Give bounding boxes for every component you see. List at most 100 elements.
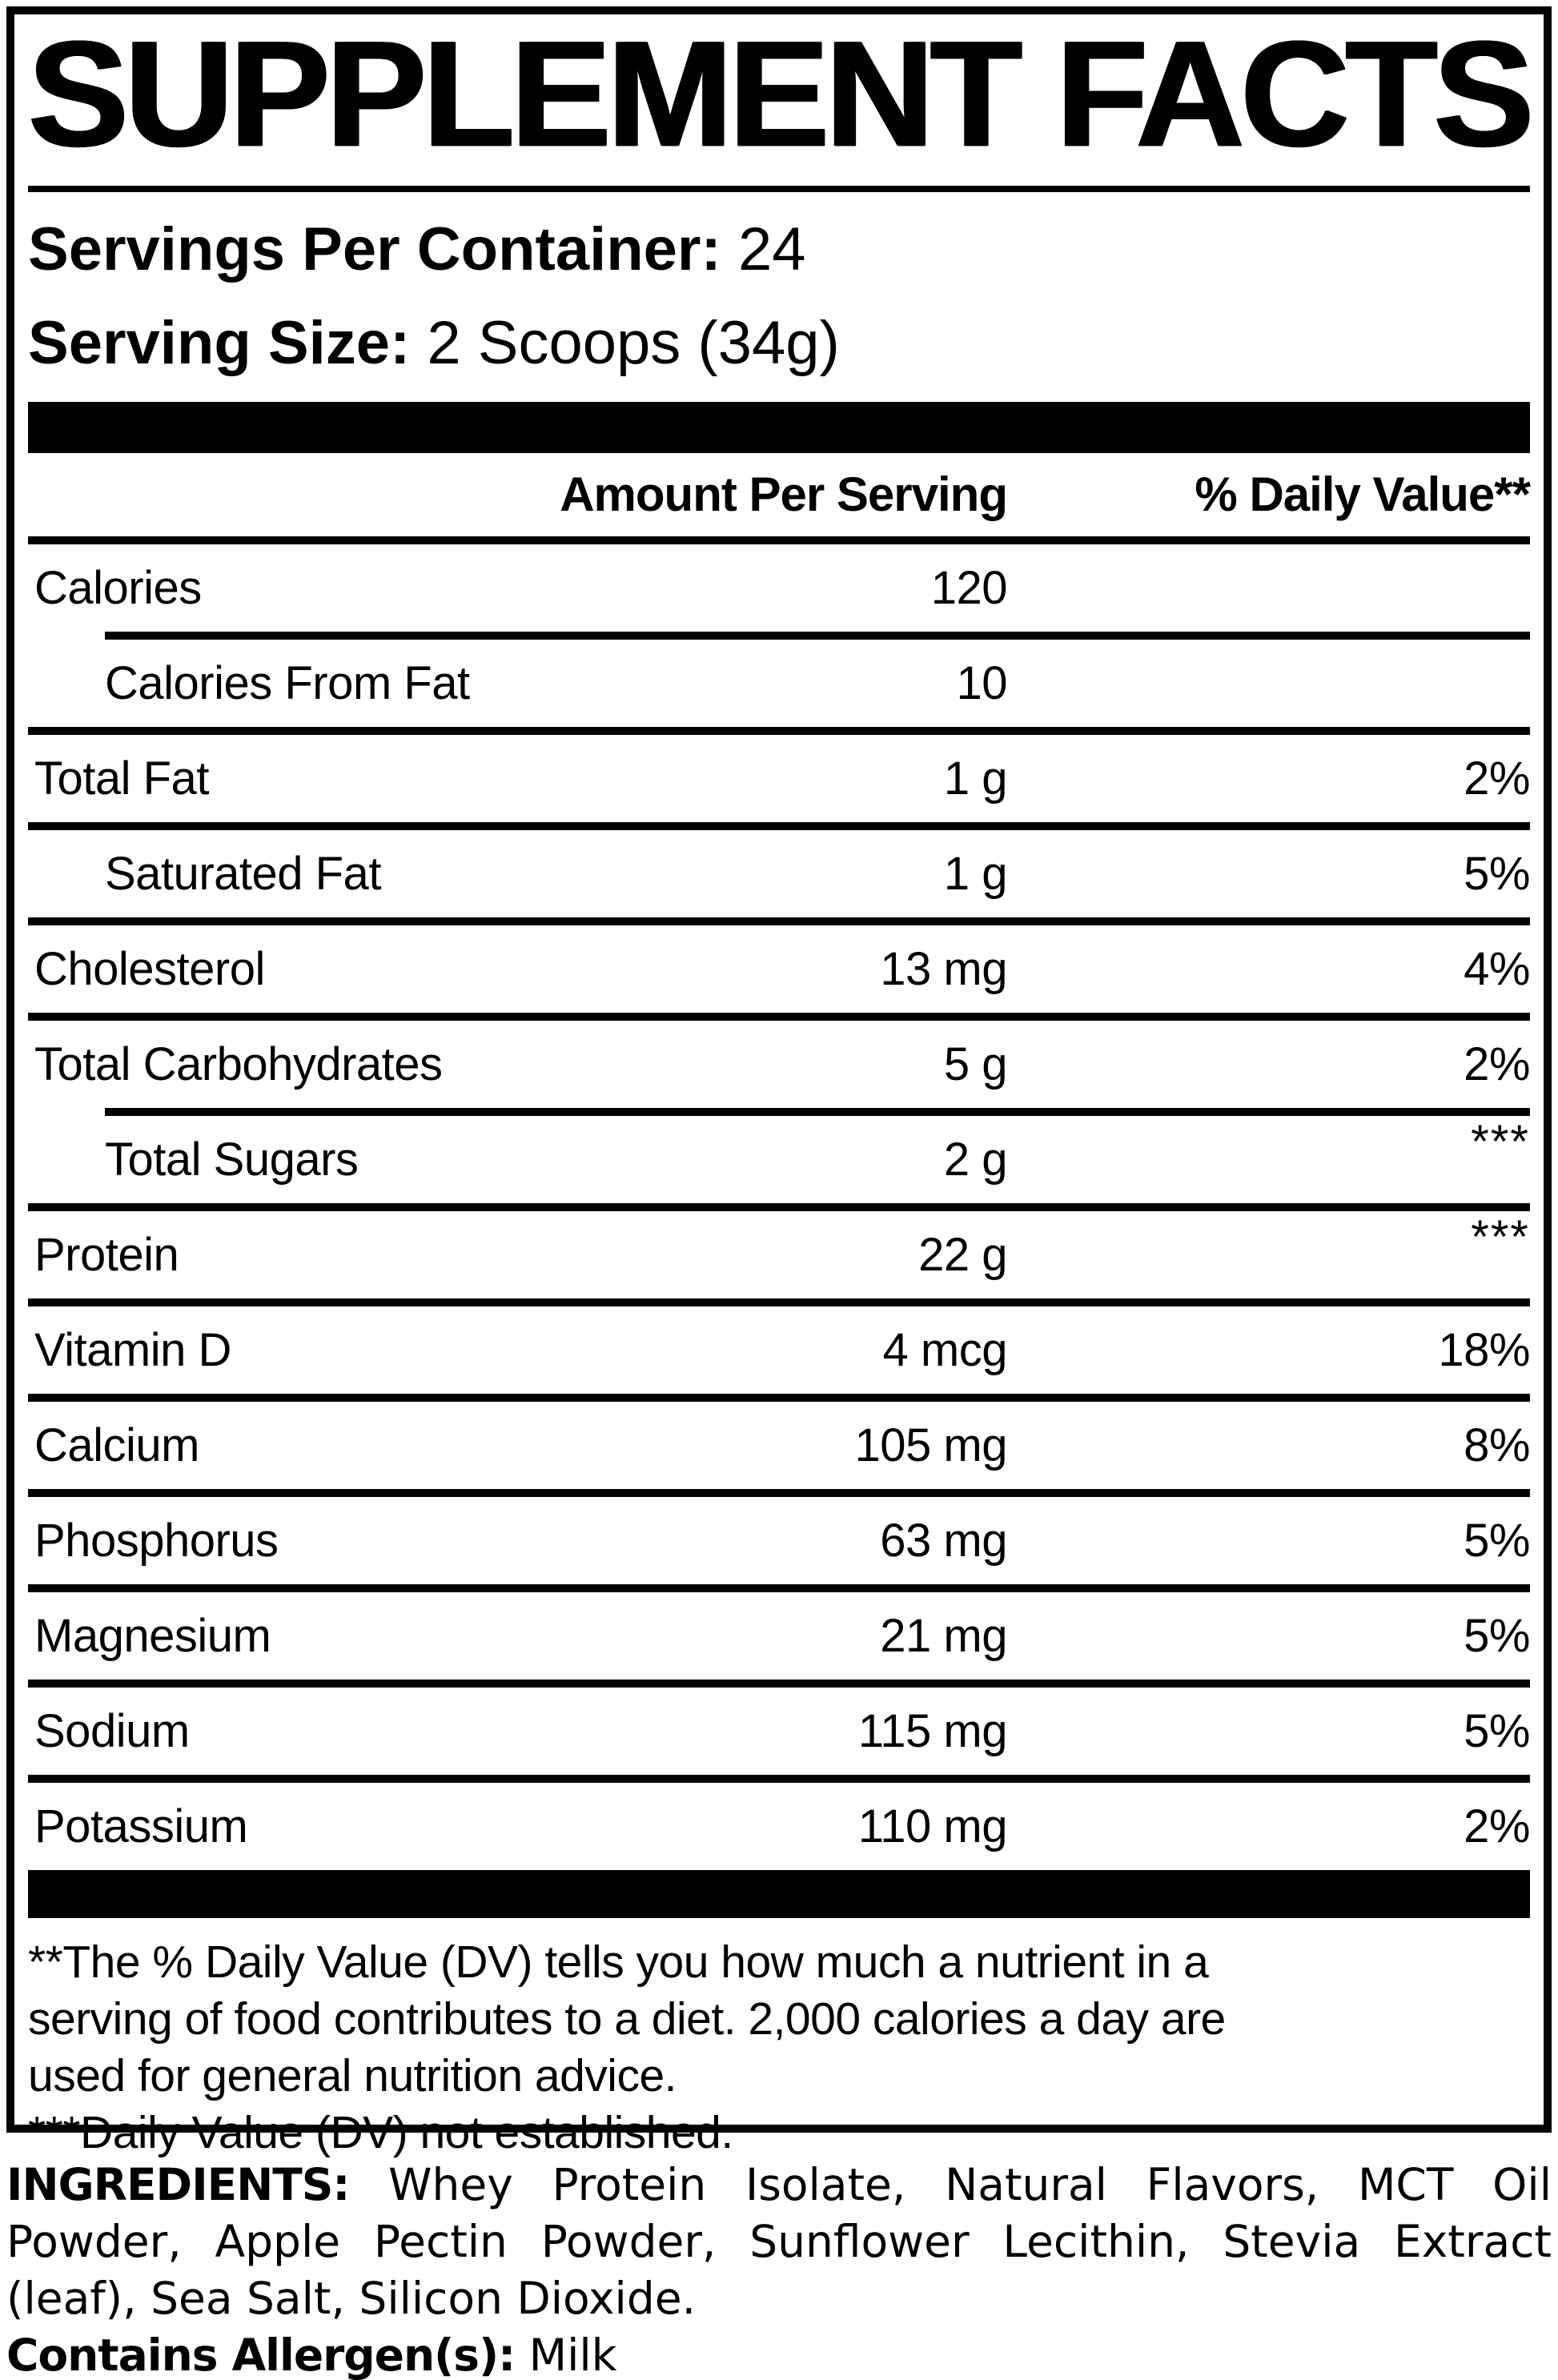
nutrient-daily-value: *** — [1007, 1116, 1530, 1186]
dv-percent: 2% — [1464, 1037, 1530, 1090]
dv-percent: 5% — [1464, 1704, 1530, 1757]
amount-per-serving-header: Amount Per Serving — [560, 468, 1008, 522]
nutrient-daily-value: 18% — [1007, 1323, 1530, 1377]
nutrient-name: Phosphorus — [34, 1514, 279, 1567]
nutrient-amount: 13 mg — [880, 942, 1007, 995]
nutrient-name: Magnesium — [34, 1609, 271, 1662]
allergen-line: Contains Allergen(s): Milk — [6, 2327, 1552, 2380]
dv-percent: 8% — [1464, 1419, 1530, 1471]
serving-size-line: Serving Size: 2 Scoops (34g) — [28, 307, 1530, 379]
allergen-label: Contains Allergen(s): — [6, 2330, 516, 2380]
ingredients-paragraph: INGREDIENTS: Whey Protein Isolate, Natur… — [6, 2157, 1552, 2327]
row-divider — [28, 917, 1530, 925]
table-row: Cholesterol 13 mg 4% — [28, 925, 1530, 1013]
daily-value-header: % Daily Value** — [1195, 468, 1531, 522]
supplement-facts-panel: SUPPLEMENT FACTS Servings Per Container:… — [6, 6, 1552, 2158]
footnote-line: ***Daily Value (DV) not established. — [28, 2106, 733, 2158]
row-divider — [28, 1298, 1530, 1306]
dv-percent: 5% — [1464, 1609, 1530, 1662]
nutrient-amount: 2 g — [943, 1133, 1008, 1186]
nutrient-amount: 5 g — [943, 1037, 1008, 1090]
row-divider — [105, 1107, 1530, 1116]
nutrient-daily-value: *** — [1007, 1211, 1530, 1282]
nutrient-amount: 1 g — [943, 752, 1008, 805]
row-divider — [28, 1012, 1530, 1021]
nutrient-daily-value: 5% — [1007, 1704, 1530, 1758]
serving-size-value: 2 Scoops (34g) — [427, 308, 840, 377]
nutrient-daily-value: 5% — [1007, 1609, 1530, 1663]
dv-not-established-stars: *** — [1471, 1115, 1530, 1168]
nutrient-amount: 4 mcg — [882, 1323, 1008, 1376]
table-row: Total Fat 1 g 2% — [28, 735, 1530, 822]
row-divider — [28, 1774, 1530, 1783]
footnote-line: **The % Daily Value (DV) tells you how m… — [28, 1936, 1209, 1988]
servings-per-container-value: 24 — [737, 215, 806, 283]
servings-per-container-label: Servings Per Container: — [28, 215, 721, 283]
dv-percent: 5% — [1464, 1514, 1530, 1567]
nutrient-amount: 10 — [956, 656, 1007, 709]
table-row: Calories From Fat 10 — [28, 640, 1530, 727]
nutrient-table: Calories 120 Calories From Fat 10 Total Fat 1… — [28, 544, 1530, 1870]
dv-percent: 5% — [1464, 847, 1530, 900]
nutrient-daily-value: 5% — [1007, 847, 1530, 901]
nutrient-amount: 110 mg — [857, 1800, 1008, 1852]
nutrient-amount: 120 — [930, 561, 1008, 614]
table-row: Protein 22 g *** — [28, 1211, 1530, 1298]
nutrient-daily-value: 5% — [1007, 1514, 1530, 1567]
dv-not-established-stars: *** — [1471, 1210, 1530, 1263]
table-row: Saturated Fat 1 g 5% — [28, 830, 1530, 917]
table-row: Phosphorus 63 mg 5% — [28, 1497, 1530, 1584]
nutrient-name: Calories — [34, 561, 202, 614]
footnote-line: serving of food contributes to a diet. 2… — [28, 1993, 1226, 2045]
nutrient-amount: 115 mg — [857, 1704, 1008, 1757]
title-divider — [28, 185, 1530, 192]
row-divider — [28, 1679, 1530, 1688]
footnote-line: used for general nutrition advice. — [28, 2049, 677, 2101]
nutrient-name: Calories From Fat — [105, 656, 470, 709]
row-divider — [28, 1488, 1530, 1497]
table-row: Calcium 105 mg 8% — [28, 1402, 1530, 1489]
nutrient-name: Vitamin D — [34, 1323, 231, 1376]
nutrient-amount: 63 mg — [880, 1514, 1007, 1567]
table-row: Total Sugars 2 g *** — [28, 1116, 1530, 1203]
nutrient-name: Saturated Fat — [105, 847, 381, 900]
table-header-row: Amount Per Serving % Daily Value** — [28, 453, 1531, 536]
nutrient-daily-value: 2% — [1007, 1037, 1530, 1091]
row-divider — [28, 1393, 1530, 1402]
allergen-value: Milk — [528, 2330, 617, 2380]
ingredients-block: INGREDIENTS: Whey Protein Isolate, Natur… — [6, 2157, 1552, 2380]
dv-percent: 2% — [1464, 1800, 1530, 1852]
nutrient-name: Potassium — [34, 1800, 248, 1852]
servings-per-container-line: Servings Per Container: 24 — [28, 213, 1530, 286]
table-row: Vitamin D 4 mcg 18% — [28, 1306, 1530, 1394]
section-separator-bar-top — [28, 401, 1530, 453]
ingredients-list: Whey Protein Isolate, Natural Flavors, M… — [6, 2159, 1552, 2324]
nutrient-name: Total Sugars — [105, 1133, 359, 1186]
row-divider — [28, 1583, 1530, 1592]
header-divider — [28, 536, 1530, 544]
dv-percent: 2% — [1464, 752, 1530, 805]
section-separator-bar-bottom — [28, 1869, 1530, 1918]
nutrient-daily-value: 2% — [1007, 752, 1530, 805]
serving-size-label: Serving Size: — [28, 308, 411, 377]
row-divider — [28, 1202, 1530, 1211]
row-divider — [28, 726, 1530, 735]
nutrient-amount: 1 g — [943, 847, 1008, 900]
dv-percent: 18% — [1438, 1323, 1530, 1376]
title-wrap: SUPPLEMENT FACTS — [28, 17, 1534, 171]
table-row: Potassium 110 mg 2% — [28, 1783, 1530, 1870]
table-row: Total Carbohydrates 5 g 2% — [28, 1021, 1530, 1108]
dv-percent: 4% — [1464, 942, 1530, 995]
ingredients-label: INGREDIENTS: — [6, 2159, 350, 2210]
nutrient-amount: 21 mg — [880, 1609, 1007, 1662]
nutrient-name: Calcium — [34, 1419, 200, 1471]
nutrient-daily-value: 4% — [1007, 942, 1530, 996]
nutrient-name: Sodium — [34, 1704, 190, 1757]
footnote-block: **The % Daily Value (DV) tells you how m… — [28, 1934, 1530, 2161]
table-row: Sodium 115 mg 5% — [28, 1688, 1530, 1775]
nutrient-name: Protein — [34, 1228, 179, 1281]
nutrient-name: Total Fat — [34, 752, 209, 805]
row-divider — [28, 821, 1530, 830]
label-title: SUPPLEMENT FACTS — [28, 9, 1534, 179]
